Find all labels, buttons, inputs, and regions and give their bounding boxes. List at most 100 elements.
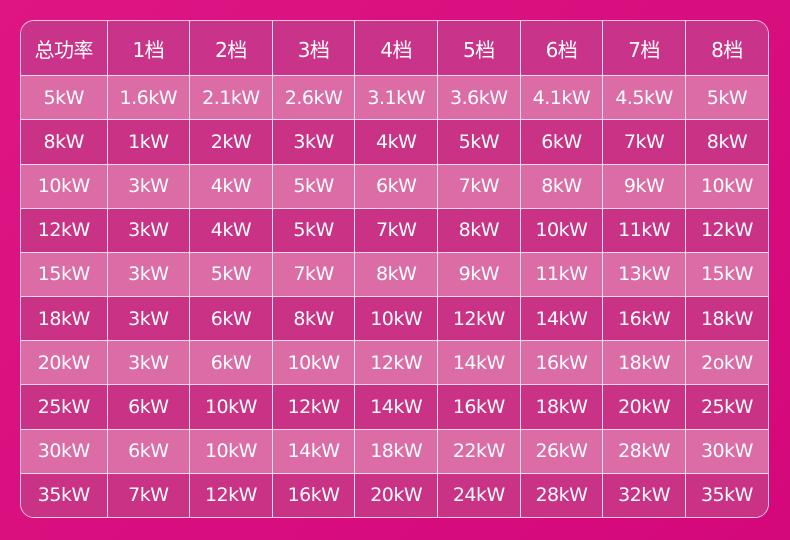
column-header: 2档 (189, 21, 273, 77)
level-power-cell: 3kW (106, 296, 191, 342)
total-power-cell: 8kW (21, 119, 108, 165)
column-header: 5档 (437, 21, 521, 77)
table-row: 20kW 3kW 6kW 10kW 12kW 14kW 16kW 18kW 2okW (21, 340, 768, 386)
level-power-cell: 3kW (106, 340, 191, 386)
total-power-cell: 5kW (21, 75, 108, 121)
column-header: 4档 (354, 21, 438, 77)
level-power-cell: 6kW (106, 384, 191, 430)
level-power-cell: 12kW (437, 296, 521, 342)
level-power-cell: 15kW (684, 251, 768, 298)
table-row: 8kW 1kW 2kW 3kW 4kW 5kW 6kW 7kW 8kW (21, 119, 768, 165)
level-power-cell: 9kW (437, 251, 521, 298)
level-power-cell: 18kW (519, 384, 604, 430)
level-power-cell: 6kW (354, 163, 438, 209)
level-power-cell: 6kW (519, 119, 604, 165)
level-power-cell: 16kW (437, 384, 521, 430)
level-power-cell: 4.1kW (519, 75, 604, 121)
level-power-cell: 3kW (106, 207, 191, 253)
level-power-cell: 2.6kW (271, 75, 356, 121)
level-power-cell: 7kW (354, 207, 438, 253)
level-power-cell: 2kW (189, 119, 273, 165)
level-power-cell: 4kW (354, 119, 438, 165)
level-power-cell: 3kW (271, 119, 356, 165)
level-power-cell: 8kW (271, 296, 356, 342)
level-power-cell: 18kW (602, 340, 686, 386)
level-power-cell: 3.1kW (354, 75, 438, 121)
table-row: 12kW 3kW 4kW 5kW 7kW 8kW 10kW 11kW 12kW (21, 207, 768, 253)
level-power-cell: 25kW (684, 384, 768, 430)
column-header: 3档 (271, 21, 356, 77)
level-power-cell: 10kW (189, 384, 273, 430)
level-power-cell: 22kW (437, 428, 521, 474)
column-header: 8档 (684, 21, 768, 77)
level-power-cell: 7kW (106, 472, 191, 517)
total-power-cell: 35kW (21, 472, 108, 517)
level-power-cell: 11kW (519, 251, 604, 298)
total-power-cell: 10kW (21, 163, 108, 209)
table-row: 25kW 6kW 10kW 12kW 14kW 16kW 18kW 20kW 25kW (21, 384, 768, 430)
level-power-cell: 5kW (684, 75, 768, 121)
level-power-cell: 2okW (684, 340, 768, 386)
level-power-cell: 8kW (354, 251, 438, 298)
level-power-cell: 28kW (602, 428, 686, 474)
level-power-cell: 28kW (519, 472, 604, 517)
level-power-cell: 9kW (602, 163, 686, 209)
column-header: 1档 (106, 21, 191, 77)
total-power-cell: 15kW (21, 251, 108, 298)
level-power-cell: 8kW (519, 163, 604, 209)
total-power-cell: 30kW (21, 428, 108, 474)
level-power-cell: 8kW (684, 119, 768, 165)
level-power-cell: 12kW (354, 340, 438, 386)
table-row: 5kW 1.6kW 2.1kW 2.6kW 3.1kW 3.6kW 4.1kW 4.5kW 5k… (21, 75, 768, 121)
table-row: 15kW 3kW 5kW 7kW 8kW 9kW 11kW 13kW 15kW (21, 251, 768, 298)
level-power-cell: 14kW (437, 340, 521, 386)
level-power-cell: 18kW (354, 428, 438, 474)
table-row: 35kW 7kW 12kW 16kW 20kW 24kW 28kW 32kW 35kW (21, 472, 768, 517)
level-power-cell: 10kW (271, 340, 356, 386)
level-power-cell: 1.6kW (106, 75, 191, 121)
power-table-container: 总功率 1档 2档 3档 4档 5档 6档 7档 8档 5kW 1.6kW 2.1kW 2.6kW 3.1… (20, 20, 769, 518)
level-power-cell: 6kW (106, 428, 191, 474)
level-power-cell: 10kW (354, 296, 438, 342)
level-power-cell: 3kW (106, 251, 191, 298)
level-power-cell: 4kW (189, 207, 273, 253)
level-power-cell: 24kW (437, 472, 521, 517)
level-power-cell: 16kW (602, 296, 686, 342)
level-power-cell: 5kW (437, 119, 521, 165)
level-power-cell: 20kW (354, 472, 438, 517)
level-power-cell: 26kW (519, 428, 604, 474)
level-power-cell: 8kW (437, 207, 521, 253)
level-power-cell: 14kW (354, 384, 438, 430)
column-header: 7档 (602, 21, 686, 77)
level-power-cell: 16kW (271, 472, 356, 517)
level-power-cell: 12kW (189, 472, 273, 517)
level-power-cell: 20kW (602, 384, 686, 430)
level-power-cell: 18kW (684, 296, 768, 342)
level-power-cell: 30kW (684, 428, 768, 474)
level-power-cell: 14kW (519, 296, 604, 342)
total-power-cell: 18kW (21, 296, 108, 342)
level-power-cell: 10kW (684, 163, 768, 209)
table-row: 18kW 3kW 6kW 8kW 10kW 12kW 14kW 16kW 18kW (21, 296, 768, 342)
level-power-cell: 11kW (602, 207, 686, 253)
level-power-cell: 16kW (519, 340, 604, 386)
level-power-cell: 12kW (684, 207, 768, 253)
table-row: 10kW 3kW 4kW 5kW 6kW 7kW 8kW 9kW 10kW (21, 163, 768, 209)
level-power-cell: 3.6kW (437, 75, 521, 121)
level-power-cell: 6kW (189, 296, 273, 342)
level-power-cell: 10kW (189, 428, 273, 474)
level-power-cell: 12kW (271, 384, 356, 430)
power-levels-table: 总功率 1档 2档 3档 4档 5档 6档 7档 8档 5kW 1.6kW 2.1kW 2.6kW 3.1… (21, 21, 768, 517)
level-power-cell: 32kW (602, 472, 686, 517)
level-power-cell: 13kW (602, 251, 686, 298)
header-row: 总功率 1档 2档 3档 4档 5档 6档 7档 8档 (21, 21, 768, 77)
total-power-cell: 12kW (21, 207, 108, 253)
total-power-cell: 25kW (21, 384, 108, 430)
level-power-cell: 5kW (271, 207, 356, 253)
level-power-cell: 3kW (106, 163, 191, 209)
level-power-cell: 5kW (189, 251, 273, 298)
column-header: 6档 (519, 21, 604, 77)
level-power-cell: 14kW (271, 428, 356, 474)
table-row: 30kW 6kW 10kW 14kW 18kW 22kW 26kW 28kW 30kW (21, 428, 768, 474)
level-power-cell: 7kW (271, 251, 356, 298)
